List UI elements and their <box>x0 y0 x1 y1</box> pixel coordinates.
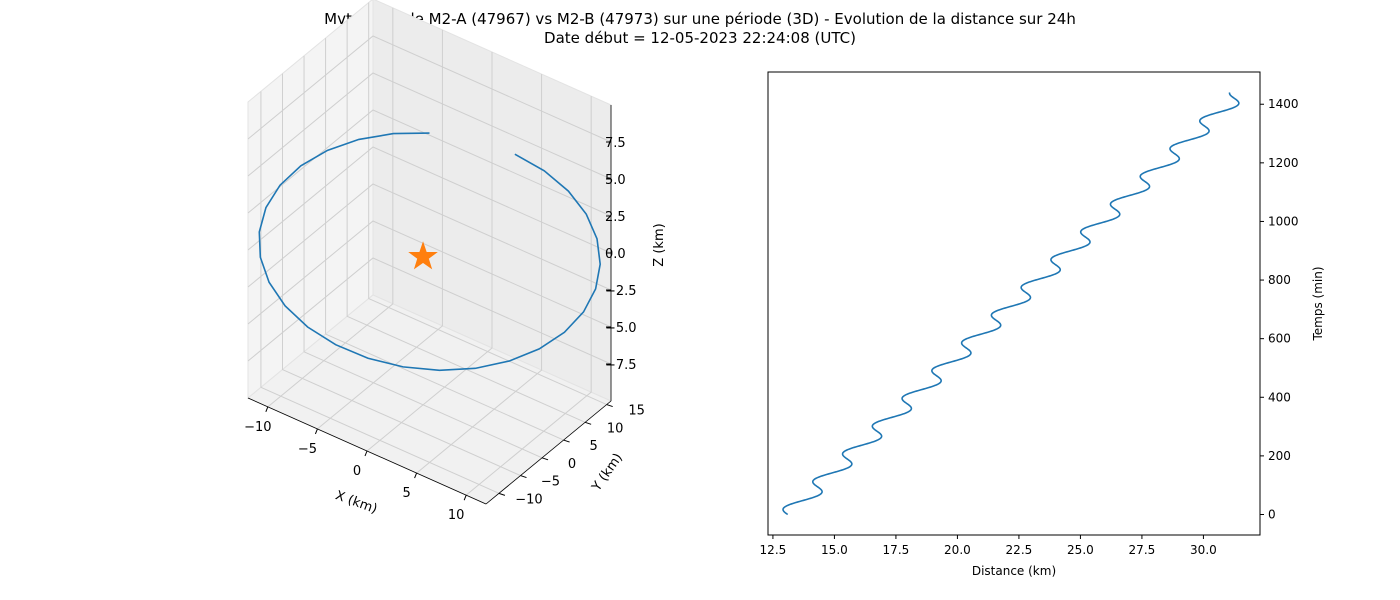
y-tick <box>584 421 592 425</box>
y-tick-label: −5 <box>541 475 560 490</box>
grid-line-x <box>416 74 543 474</box>
y-tick-label: −10 <box>515 492 542 507</box>
grid-line-y <box>281 73 521 477</box>
y-tick-label: 15 <box>628 404 645 419</box>
y-tick <box>541 457 549 461</box>
x-tick-label: 10 <box>448 508 465 523</box>
y-tick-label: 600 <box>1268 332 1291 346</box>
x-tick <box>314 428 318 435</box>
x-axis-label: Distance (km) <box>972 564 1056 578</box>
y-axis-label: Temps (min) <box>1311 266 1325 341</box>
y-tick-label: 400 <box>1268 390 1291 404</box>
x-tick-label: 5 <box>402 486 410 501</box>
z-tick-label: 5.0 <box>605 173 626 188</box>
plot-frame <box>767 71 1261 536</box>
y-tick-label: 10 <box>607 421 624 436</box>
x-tick-label: −5 <box>298 442 317 457</box>
y-tick-label: 0 <box>568 457 576 472</box>
grid-line-z <box>247 146 612 254</box>
x-tick-label: 27.5 <box>1129 543 1156 557</box>
z-tick-label: −2.5 <box>605 284 637 299</box>
y-tick-label: 1000 <box>1268 214 1299 228</box>
grid-line-x <box>317 29 443 430</box>
y-tick <box>520 475 527 479</box>
x-tick-label: 17.5 <box>883 543 910 557</box>
figure-title: Mvt relatif de M2-A (47967) vs M2-B (479… <box>0 10 1400 48</box>
orbit-3d-chart: −10−50510−10−5051015−7.5−5.0−2.50.02.55.… <box>244 0 667 523</box>
grid-line-y <box>260 91 500 494</box>
x-tick <box>364 450 368 457</box>
x-tick-label: 12.5 <box>760 543 787 557</box>
grid-line-z <box>247 109 612 217</box>
grid-line-y <box>325 38 564 441</box>
distance-series-line <box>782 92 1240 516</box>
x-tick <box>265 406 269 413</box>
grid-line-z <box>247 220 612 328</box>
x-tick-label: 15.0 <box>821 543 848 557</box>
grid-line-y <box>368 2 607 406</box>
y-tick-label: 200 <box>1268 449 1291 463</box>
y-tick-label: 1200 <box>1268 156 1299 170</box>
z-tick-label: 2.5 <box>605 210 626 225</box>
z-tick-label: −5.0 <box>605 321 637 336</box>
z-tick-label: 7.5 <box>605 136 626 151</box>
y-tick-label: 800 <box>1268 273 1291 287</box>
grid-line-x <box>366 52 493 452</box>
y-tick <box>498 492 506 496</box>
z-axis-label: Z (km) <box>652 223 667 266</box>
z-tick-label: 0.0 <box>605 247 626 262</box>
origin-star-marker <box>408 241 438 270</box>
figure-title-line2: Date début = 12-05-2023 22:24:08 (UTC) <box>544 29 856 47</box>
grid-line-z <box>247 183 612 291</box>
x-tick-label: 30.0 <box>1190 543 1217 557</box>
grid-line-z <box>247 35 612 143</box>
grid-line-x <box>465 96 592 496</box>
z-tick-label: −7.5 <box>605 358 637 373</box>
y-tick <box>563 439 570 443</box>
y-tick-label: 1400 <box>1268 97 1299 111</box>
figure-title-line1: Mvt relatif de M2-A (47967) vs M2-B (479… <box>324 10 1076 28</box>
grid-line-x <box>267 7 394 408</box>
y-tick <box>606 404 613 408</box>
grid-line-z <box>247 72 612 180</box>
x-tick-label: 20.0 <box>944 543 971 557</box>
x-tick-label: 25.0 <box>1067 543 1094 557</box>
x-tick <box>414 472 418 479</box>
orbit-series-line <box>258 132 602 372</box>
y-tick-label: 5 <box>589 439 597 454</box>
grid-line-y <box>346 20 586 423</box>
y-tick-label: 0 <box>1268 507 1276 521</box>
grid-line-y <box>303 55 543 459</box>
x-tick-label: 22.5 <box>1006 543 1033 557</box>
x-tick-label: 0 <box>353 464 361 479</box>
x-tick-label: −10 <box>244 420 271 435</box>
y-axis-line <box>485 400 612 505</box>
grid-line-z <box>247 257 612 365</box>
x-tick <box>463 494 467 501</box>
